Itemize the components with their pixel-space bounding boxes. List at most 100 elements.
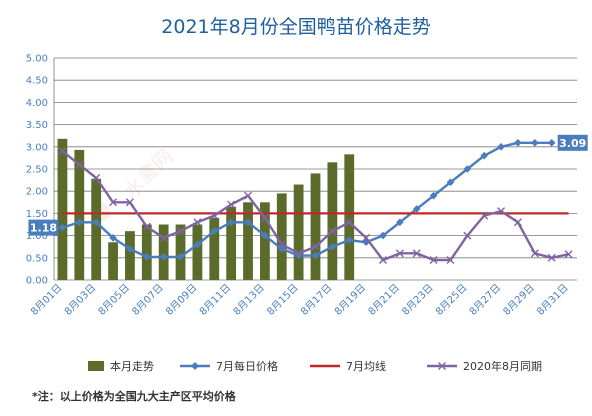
x-tick-label: 8月15日 <box>265 282 301 318</box>
bar-mark <box>158 224 169 280</box>
x-tick-label: 8月05日 <box>96 282 132 318</box>
data-label: 1.18 <box>28 219 59 236</box>
legend: 本月走势 7月每日价格 7月均线 2020年8月同期 <box>88 359 542 373</box>
point-marker <box>75 218 84 227</box>
series-line <box>62 141 552 259</box>
point-marker <box>58 147 67 156</box>
x-tick-label: 8月07日 <box>130 282 166 318</box>
point-marker <box>58 223 67 232</box>
y-tick-label: 4.50 <box>26 76 48 87</box>
point-marker <box>412 205 421 213</box>
point-marker <box>193 240 202 249</box>
point-marker <box>396 218 404 227</box>
bar-mark <box>175 224 186 280</box>
x-tick-label: 8月01日 <box>28 282 64 318</box>
point-marker <box>159 233 168 242</box>
y-tick-label: 0.50 <box>26 253 48 264</box>
point-marker <box>513 218 522 227</box>
legend-item: 7月每日价格 <box>180 359 278 373</box>
y-tick-label: 0.00 <box>26 276 48 287</box>
bar-mark <box>259 202 270 280</box>
legend-item: 本月走势 <box>88 359 154 373</box>
bar-mark <box>209 217 220 280</box>
legend-swatch <box>88 361 104 371</box>
bar-mark <box>141 224 152 280</box>
y-tick-label: 3.00 <box>26 142 48 153</box>
point-marker <box>497 143 505 151</box>
point-marker <box>109 198 118 207</box>
bar-mark <box>243 202 253 280</box>
legend-label: 2020年8月同期 <box>463 359 542 373</box>
bar-mark <box>226 206 237 280</box>
point-marker <box>497 207 506 216</box>
point-marker <box>125 198 134 207</box>
x-tick-label: 8月31日 <box>535 282 571 318</box>
point-marker <box>547 139 556 147</box>
point-marker <box>530 249 539 258</box>
x-tick-label: 8月25日 <box>433 282 469 318</box>
svg-text:1.18: 1.18 <box>30 222 57 235</box>
point-marker <box>193 218 202 227</box>
x-tick-label: 8月03日 <box>62 282 98 318</box>
point-marker <box>463 231 472 240</box>
data-label: 3.09 <box>557 134 588 151</box>
point-marker <box>429 256 438 265</box>
point-marker <box>227 200 236 209</box>
point-marker <box>446 256 455 265</box>
y-axis: 0.00 0.50 1.00 1.50 2.00 2.50 3.00 3.50 4.00 4.50… <box>26 54 48 287</box>
point-marker <box>328 227 337 236</box>
footnote: *注：以上价格为全国九大主产区平均价格 <box>32 389 237 403</box>
point-marker <box>109 234 117 242</box>
svg-text:3.09: 3.09 <box>559 137 586 150</box>
point-marker <box>92 173 101 182</box>
y-tick-label: 3.50 <box>26 120 48 131</box>
point-marker <box>311 242 320 251</box>
x-tick-label: 8月23日 <box>400 282 436 318</box>
point-marker <box>294 251 303 260</box>
legend-label: 7月每日价格 <box>216 359 278 373</box>
bar-mark <box>327 162 338 280</box>
point-marker <box>244 218 252 227</box>
point-marker <box>395 249 404 258</box>
bar-mark <box>91 178 102 280</box>
point-marker <box>277 240 286 249</box>
point-marker <box>210 211 219 220</box>
x-tick-label: 8月21日 <box>366 282 402 318</box>
point-marker <box>514 139 522 147</box>
bar-mark <box>74 149 85 280</box>
point-marker <box>480 211 489 220</box>
point-marker <box>564 250 573 259</box>
point-marker <box>126 245 134 253</box>
point-marker <box>227 218 235 227</box>
point-marker <box>311 251 320 260</box>
bar-mark <box>293 184 304 280</box>
x-tick-label: 8月27日 <box>467 282 503 318</box>
x-tick-label: 8月17日 <box>298 282 334 318</box>
bar-mark <box>344 154 355 280</box>
point-marker <box>277 245 286 253</box>
legend-item: 7月均线 <box>310 359 386 373</box>
bar-mark <box>108 242 118 280</box>
point-marker <box>480 151 489 160</box>
point-marker <box>210 227 219 235</box>
bar-mark <box>276 193 287 280</box>
point-marker <box>547 253 556 262</box>
legend-label: 本月走势 <box>110 359 154 373</box>
bar-series <box>57 138 355 280</box>
point-marker <box>328 242 337 251</box>
point-marker <box>362 233 371 242</box>
point-marker <box>159 253 168 261</box>
point-marker <box>142 222 151 231</box>
chart-title: 2021年8月份全国鸭苗价格走势 <box>161 16 430 38</box>
bar-mark <box>310 173 321 280</box>
point-marker <box>176 227 185 236</box>
point-marker <box>531 139 539 147</box>
line-series <box>58 139 573 265</box>
y-tick-label: 1.00 <box>26 231 48 242</box>
point-marker <box>463 165 472 173</box>
bar-mark <box>57 138 68 280</box>
legend-item: 2020年8月同期 <box>427 359 542 373</box>
point-marker <box>244 191 253 200</box>
y-tick-label: 4.00 <box>26 98 48 109</box>
point-marker <box>345 236 354 244</box>
